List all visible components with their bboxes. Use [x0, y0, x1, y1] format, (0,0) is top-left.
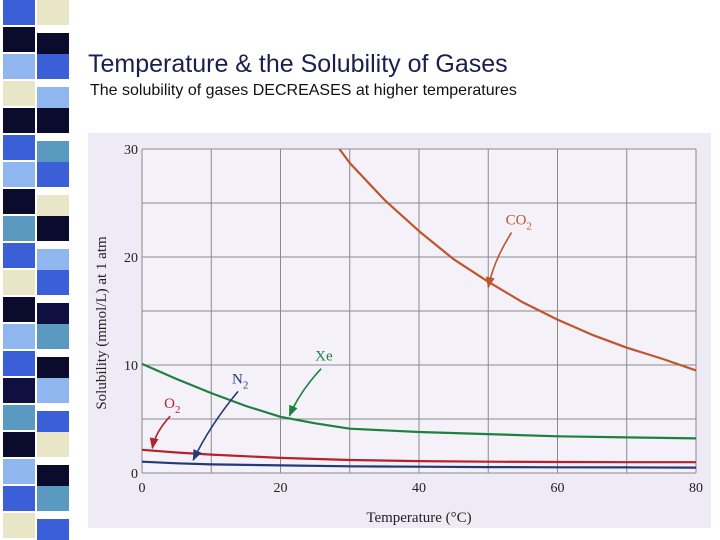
- x-tick-label: 60: [551, 481, 565, 496]
- stripe-block: [37, 486, 69, 511]
- series-label-subscript: 2: [175, 404, 181, 416]
- stripe-block: [3, 432, 35, 457]
- series-arrow-o2: [149, 415, 171, 450]
- stripe-block: [37, 249, 69, 274]
- stripe-block: [3, 108, 35, 133]
- stripe-block: [3, 216, 35, 241]
- stripe-block: [37, 303, 69, 328]
- series-label-subscript: 2: [526, 221, 532, 233]
- series-arrow-xe: [288, 368, 322, 417]
- series-label-main: Xe: [315, 349, 333, 365]
- series-arrow-n2: [192, 390, 239, 462]
- stripe-block: [3, 162, 35, 187]
- series-label-o2: O2: [164, 396, 180, 416]
- stripe-block: [3, 486, 35, 511]
- series-label-main: CO: [506, 213, 527, 229]
- series-label-co2: CO2: [506, 213, 532, 233]
- series-label-n2: N2: [232, 371, 248, 391]
- stripe-block: [37, 87, 69, 112]
- stripe-block: [37, 270, 69, 295]
- stripe-block: [3, 513, 35, 538]
- stripe-block: [3, 27, 35, 52]
- stripe-block: [3, 351, 35, 376]
- stripe-block: [37, 0, 69, 25]
- stripe-block: [37, 33, 69, 58]
- stripe-block: [37, 195, 69, 220]
- stripe-block: [37, 378, 69, 403]
- stripe-block: [37, 141, 69, 166]
- stripe-block: [37, 465, 69, 490]
- stripe-block: [3, 270, 35, 295]
- x-tick-label: 20: [274, 481, 288, 496]
- stripe-block: [37, 324, 69, 349]
- x-tick-label: 80: [689, 481, 703, 496]
- y-tick-label: 10: [124, 359, 138, 374]
- y-tick-label: 20: [124, 251, 138, 266]
- stripe-block: [37, 357, 69, 382]
- slide-subtitle: The solubility of gases DECREASES at hig…: [90, 82, 517, 99]
- y-tick-label: 30: [124, 143, 138, 158]
- x-axis-label: Temperature (°C): [366, 510, 471, 526]
- stripe-block: [3, 405, 35, 430]
- stripe-block: [37, 54, 69, 79]
- stripe-block: [37, 519, 69, 540]
- series-line-co2: [338, 148, 697, 372]
- series-label-subscript: 2: [243, 379, 249, 391]
- stripe-block: [3, 189, 35, 214]
- y-tick-label: 0: [131, 467, 138, 482]
- chart-figure: 0 20 40 60 80 0 10 20 30 Temperature (°C) Solubili…: [88, 133, 711, 528]
- series-line-n2: [141, 460, 697, 469]
- series-label-main: O: [164, 396, 175, 412]
- stripe-block: [37, 216, 69, 241]
- stripe-block: [3, 135, 35, 160]
- series-line-xe: [141, 362, 697, 440]
- stripe-block: [3, 378, 35, 403]
- series-label-main: N: [232, 371, 243, 387]
- slide-title: Temperature & the Solubility of Gases: [88, 50, 508, 78]
- stripe-block: [37, 432, 69, 457]
- decorative-stripe: [0, 0, 76, 540]
- stripe-block: [37, 411, 69, 436]
- x-tick-label: 40: [412, 481, 426, 496]
- solubility-chart: 0 20 40 60 80 0 10 20 30 Temperature (°C) Solubili…: [94, 143, 703, 526]
- stripe-block: [37, 108, 69, 133]
- y-axis-label: Solubility (mmol/L) at 1 atm: [94, 236, 110, 410]
- series-arrow-co2: [485, 232, 513, 289]
- stripe-block: [3, 297, 35, 322]
- x-tick-label: 0: [139, 481, 146, 496]
- stripe-block: [37, 162, 69, 187]
- series-label-xe: Xe: [315, 349, 333, 365]
- stripe-block: [3, 324, 35, 349]
- stripe-block: [3, 0, 35, 25]
- stripe-block: [3, 243, 35, 268]
- stripe-block: [3, 54, 35, 79]
- stripe-block: [3, 81, 35, 106]
- stripe-block: [3, 459, 35, 484]
